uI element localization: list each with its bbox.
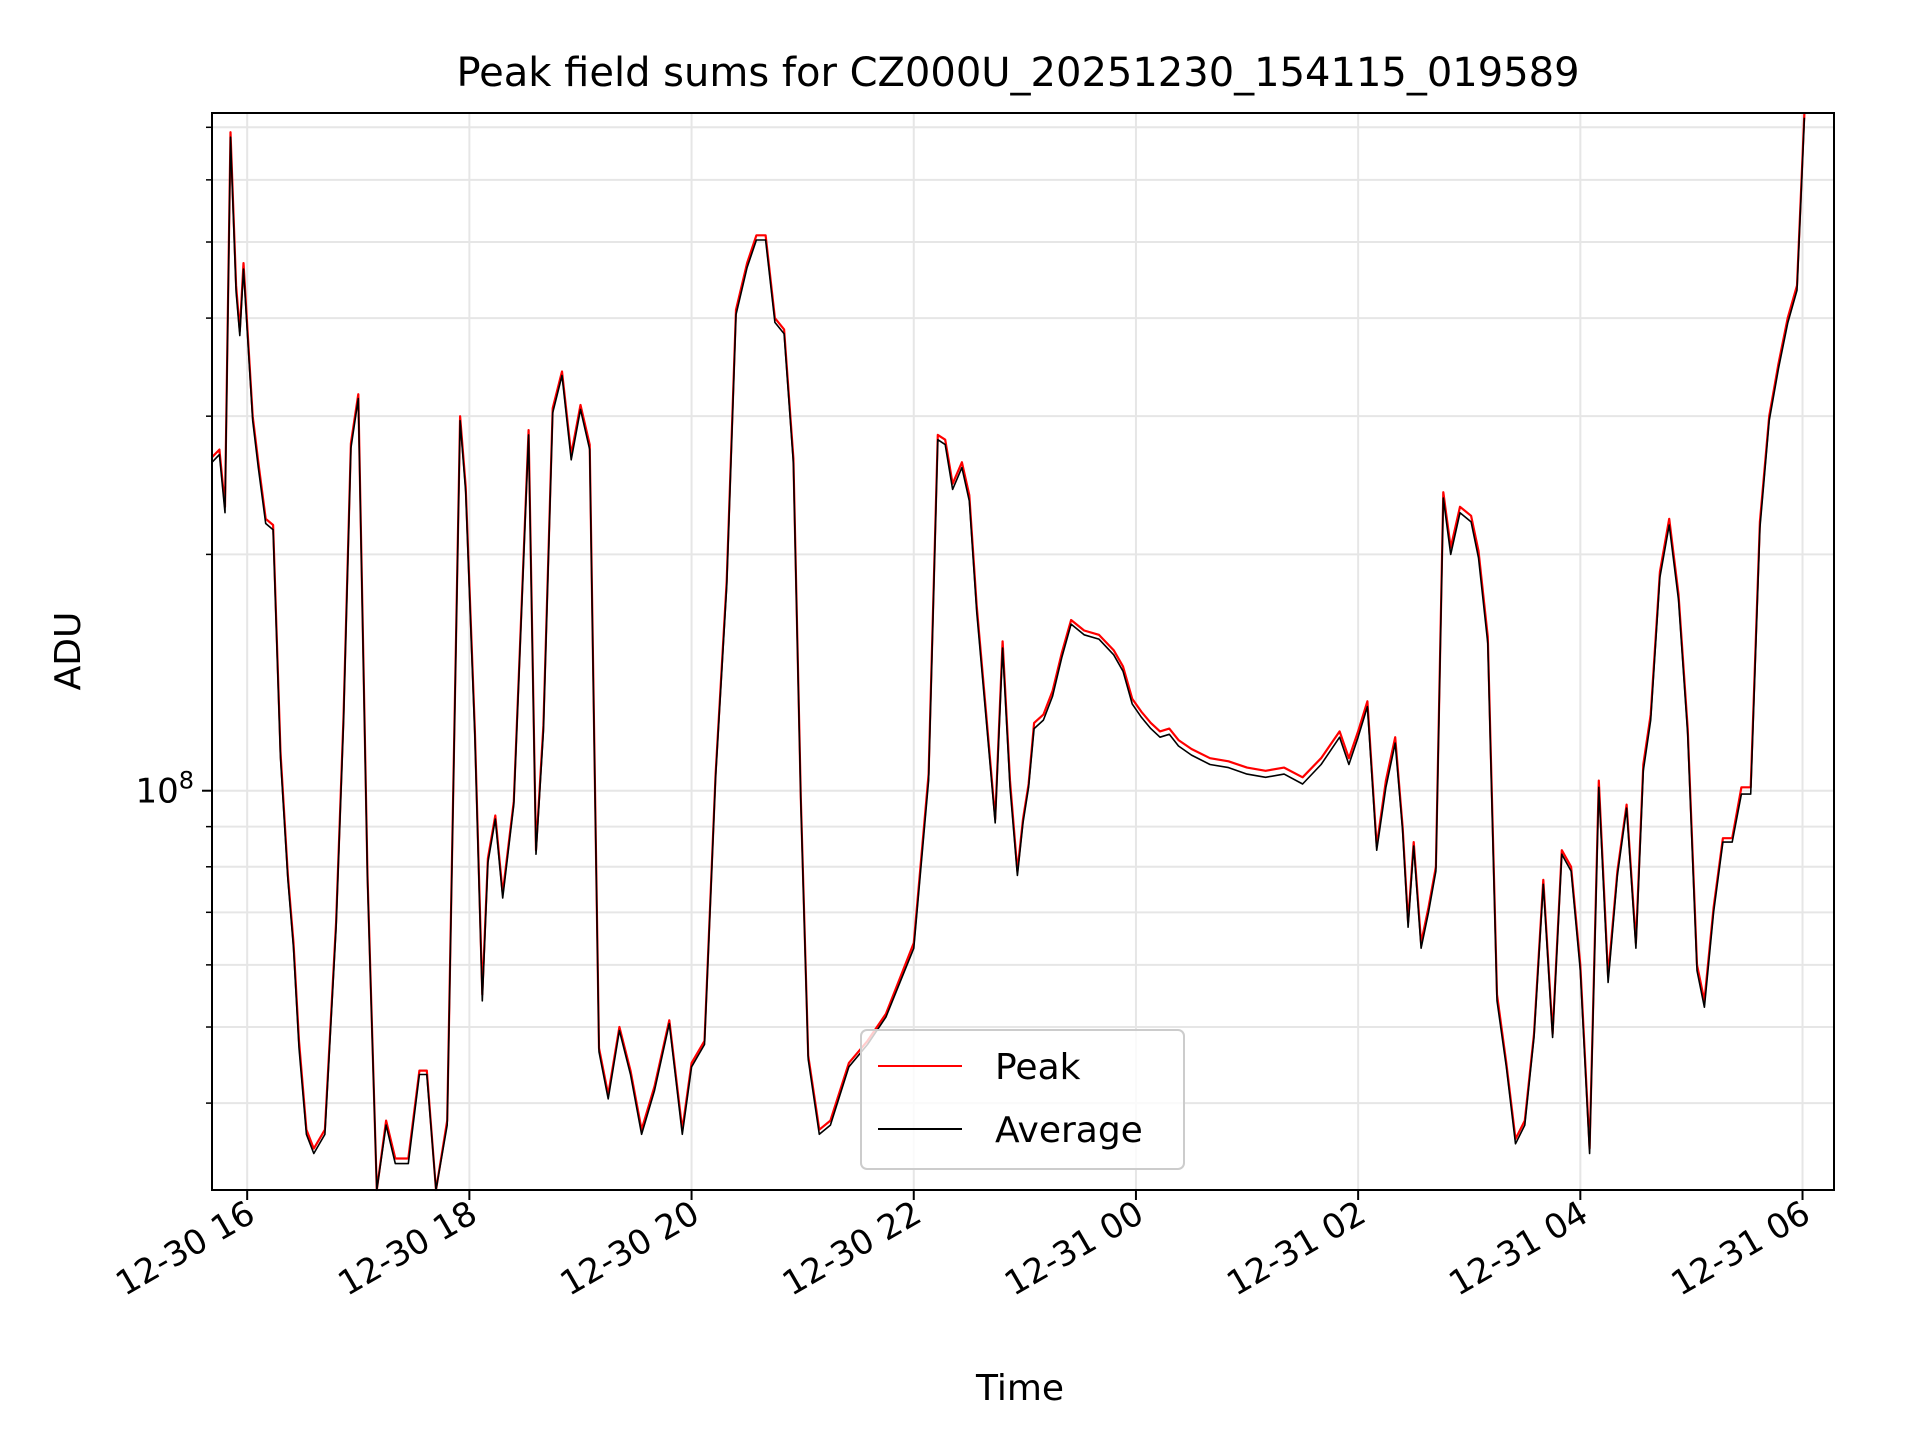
series-line-average [211,117,1806,1191]
y-axis-label: ADU [48,612,89,691]
chart-title: Peak field sums for CZ000U_20251230_1541… [456,50,1579,96]
legend-box [860,1029,1185,1170]
y-axis: 108 [135,126,212,1104]
plot-frame [211,112,1835,1191]
y-tick-label: 108 [135,767,194,812]
series-lines [211,112,1806,1192]
legend-label-peak: Peak [995,1047,1081,1088]
legend: Peak Average [860,1029,1185,1170]
legend-label-average: Average [995,1110,1143,1151]
x-axis-label: Time [975,1368,1064,1409]
